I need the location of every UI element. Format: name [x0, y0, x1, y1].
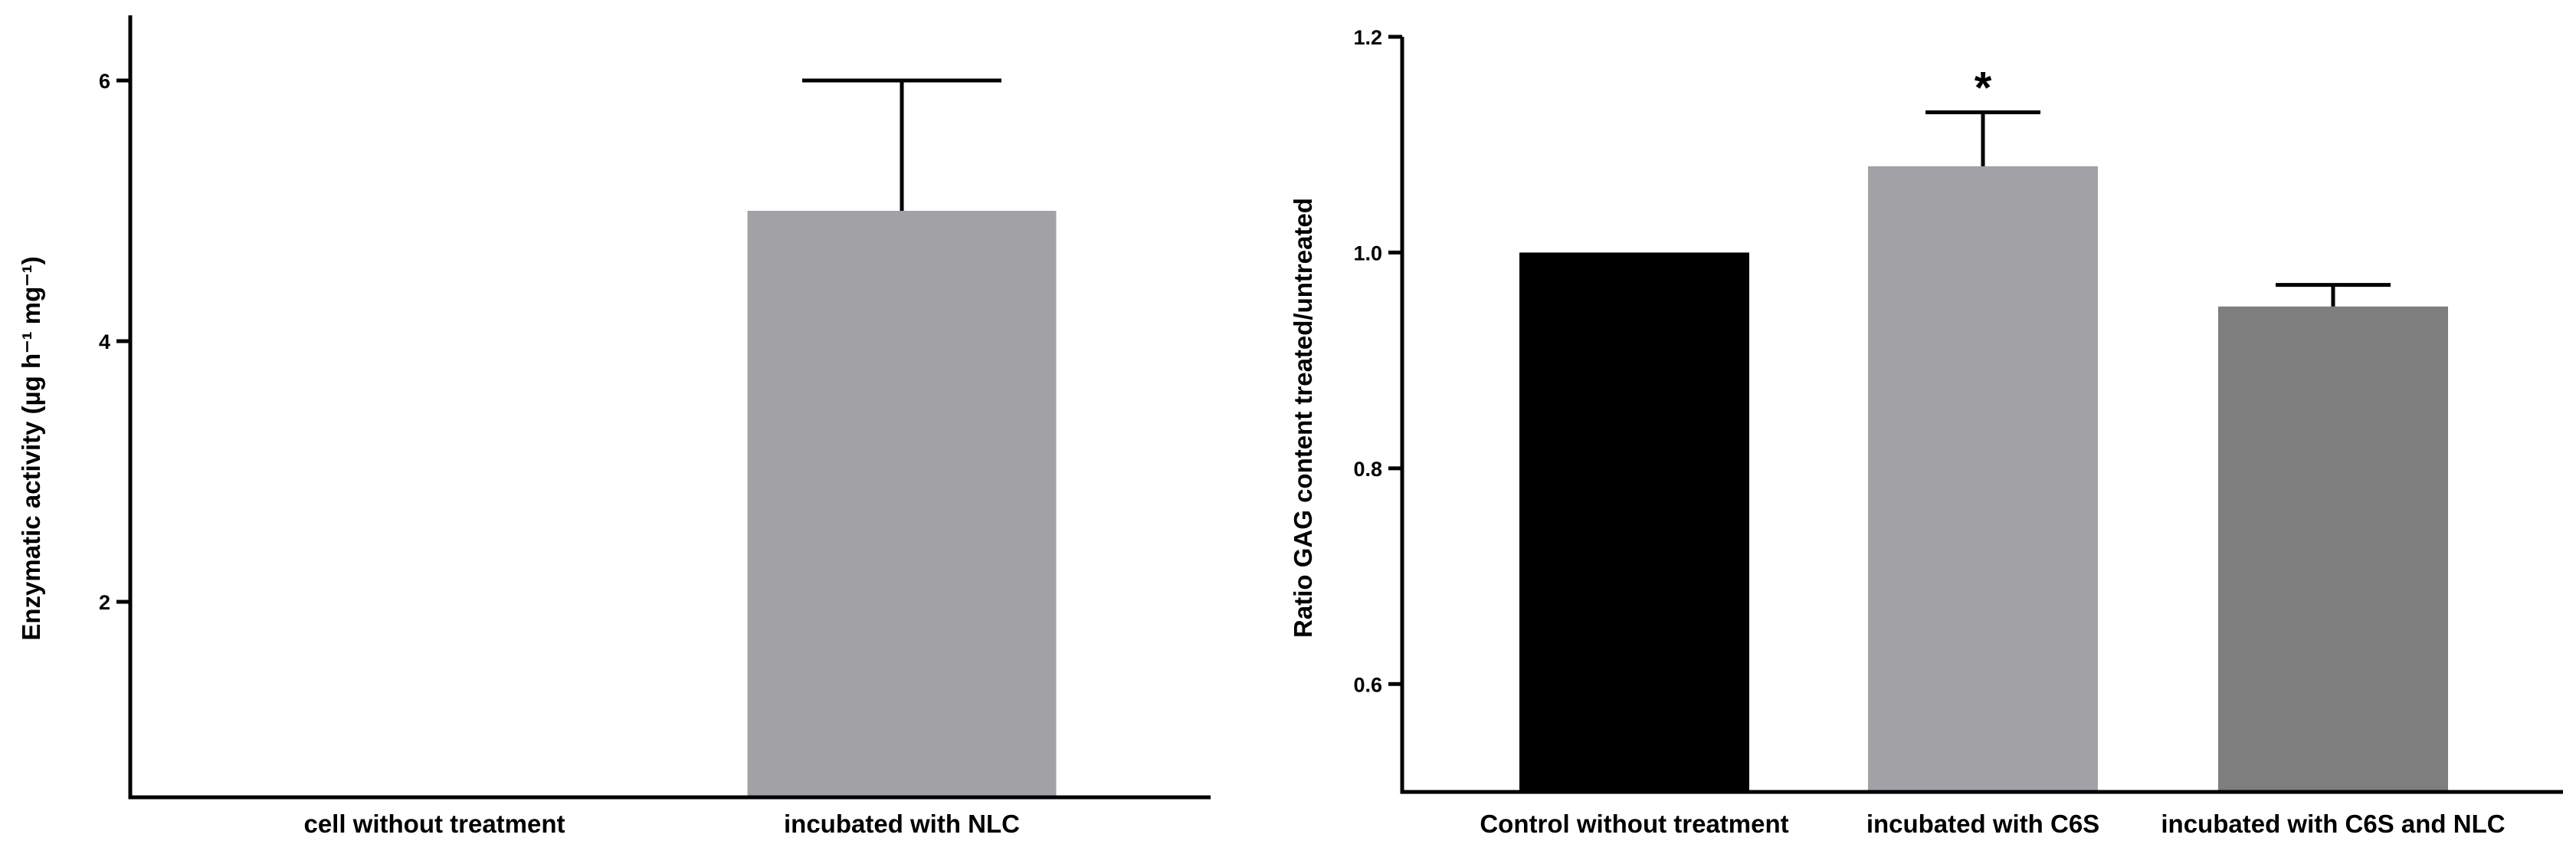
y-tick-label: 1.2 [1353, 26, 1382, 49]
x-category-label: incubated with NLC [784, 810, 1020, 838]
x-category-label: cell without treatment [303, 810, 565, 838]
bar-2 [2218, 306, 2448, 792]
chart-gag-ratio: Ratio GAG content treated/untreated * 0.… [1289, 26, 2563, 838]
y-tick-label: 0.6 [1353, 673, 1382, 696]
y-tick-label: 1.0 [1353, 241, 1382, 264]
bar-1 [747, 211, 1057, 797]
error-bar-2 [2276, 283, 2391, 307]
x-category-label: incubated with C6S [1866, 810, 2099, 838]
significance-annotation: * [1975, 64, 1992, 113]
y-axis-title: Ratio GAG content treated/untreated [1289, 198, 1317, 638]
error-bar-1 [1925, 110, 2040, 166]
chart-enzymatic-activity: Enzymatic activity (µg h⁻¹ mg⁻¹) 2 4 6 cel… [17, 15, 1211, 838]
bar-0 [1519, 252, 1749, 792]
y-tick-label: 0.8 [1353, 458, 1382, 481]
y-tick-label: 4 [99, 330, 110, 353]
y-tick-label: 6 [99, 70, 110, 93]
bar-1 [1868, 166, 2098, 792]
x-category-label: incubated with C6S and NLC [2161, 810, 2505, 838]
x-category-label: Control without treatment [1480, 810, 1788, 838]
y-axis-title: Enzymatic activity (µg h⁻¹ mg⁻¹) [17, 256, 45, 640]
y-tick-label: 2 [99, 591, 110, 614]
error-bar-1 [802, 78, 1001, 211]
